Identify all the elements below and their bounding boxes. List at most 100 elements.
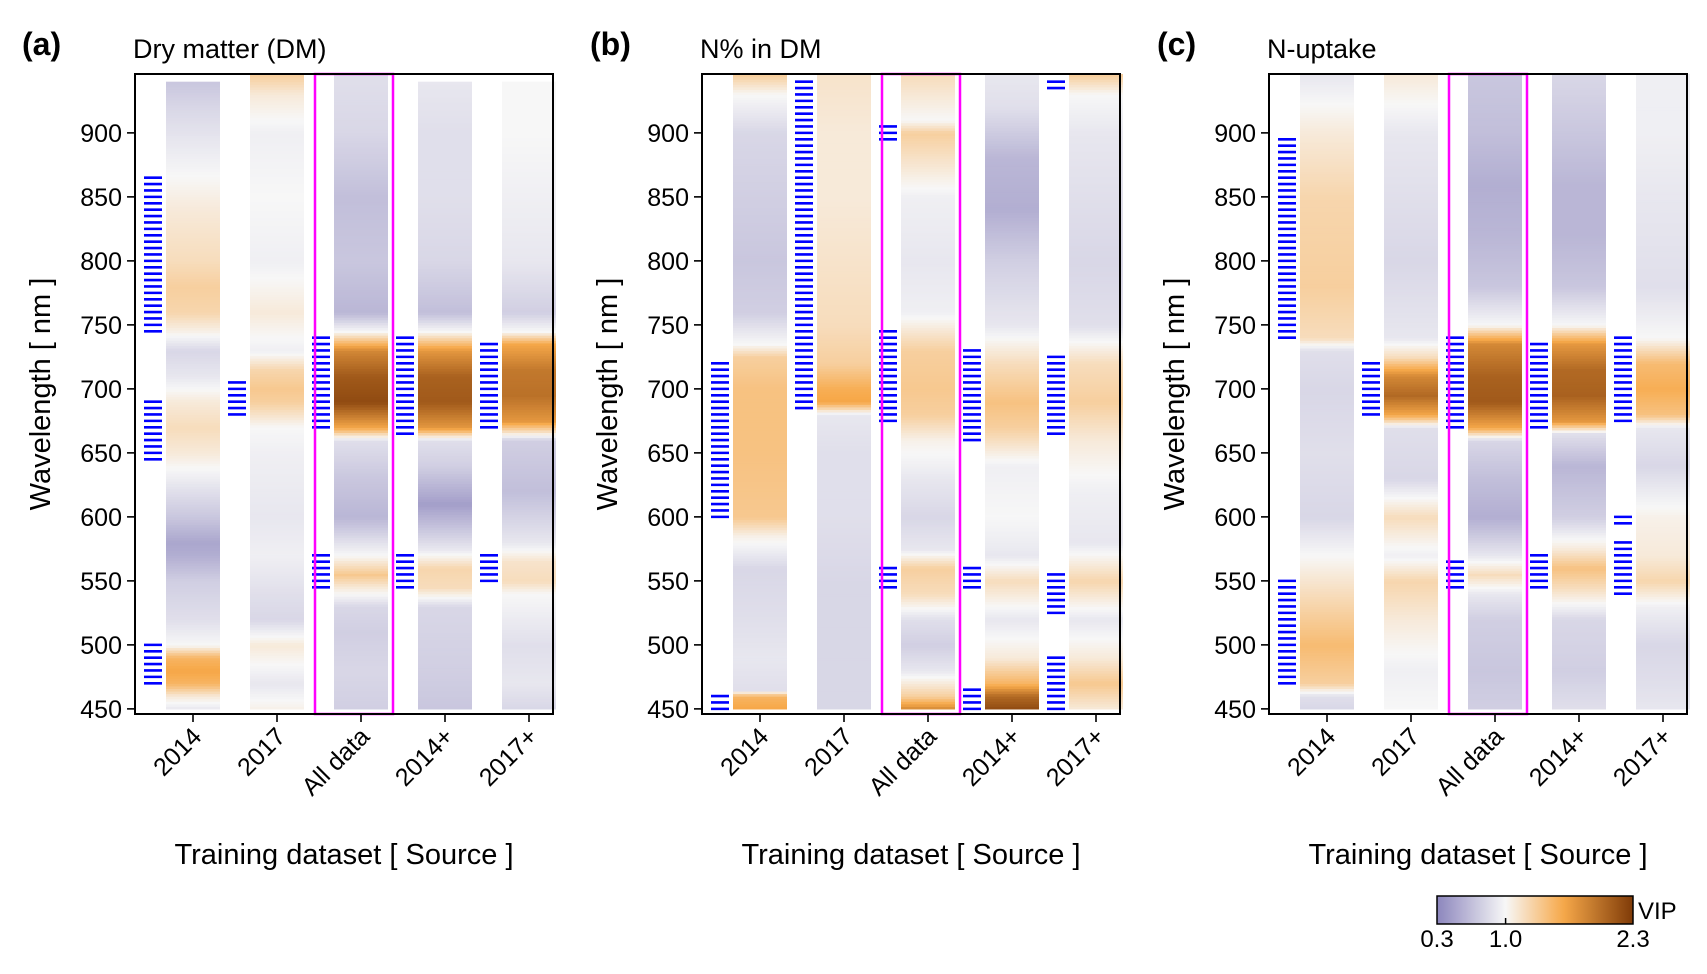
heatmap-cell	[502, 386, 556, 390]
heatmap-cell	[1636, 194, 1690, 198]
heatmap-cell	[1300, 350, 1354, 354]
heatmap-cell	[502, 473, 556, 477]
heatmap-cell	[1300, 547, 1354, 551]
heatmap-cell	[1069, 168, 1123, 172]
heatmap-cell	[166, 547, 220, 551]
heatmap-cell	[733, 578, 787, 582]
heatmap-cell	[733, 598, 787, 602]
heatmap-cell	[334, 202, 388, 206]
heatmap-cell	[334, 107, 388, 111]
heatmap-cell	[1552, 138, 1606, 142]
heatmap-cell	[1300, 667, 1354, 672]
heatmap-cell	[166, 562, 220, 567]
heatmap-cell	[1384, 414, 1438, 418]
heatmap-cell	[502, 242, 556, 247]
heatmap-cell	[1636, 317, 1690, 321]
heatmap-cell	[250, 178, 304, 183]
heatmap-cell	[1552, 593, 1606, 597]
heatmap-cell	[502, 458, 556, 462]
heatmap-cell	[901, 306, 955, 311]
heatmap-cell	[1069, 406, 1123, 410]
heatmap-cell	[250, 657, 304, 661]
heatmap-cell	[985, 690, 1039, 695]
heatmap-cell	[1636, 286, 1690, 290]
heatmap-cell	[901, 184, 955, 188]
heatmap-cell	[418, 388, 472, 393]
heatmap-cell	[733, 580, 787, 585]
heatmap-cell	[166, 598, 220, 602]
heatmap-cell	[1384, 514, 1438, 518]
heatmap-cell	[1069, 573, 1123, 577]
heatmap-cell	[166, 132, 220, 137]
heatmap-cell	[250, 542, 304, 546]
heatmap-cell	[1468, 207, 1522, 211]
heatmap-cell	[250, 399, 304, 403]
heatmap-cell	[1552, 99, 1606, 103]
heatmap-cell	[1069, 414, 1123, 418]
heatmap-cell	[502, 286, 556, 290]
heatmap-cell	[1636, 419, 1690, 423]
heatmap-cell	[1384, 621, 1438, 625]
heatmap-cell	[418, 470, 472, 474]
heatmap-cell	[250, 248, 304, 252]
heatmap-cell	[334, 404, 388, 408]
heatmap-cell	[250, 271, 304, 275]
heatmap-cell	[250, 81, 304, 85]
heatmap-cell	[1300, 596, 1354, 600]
heatmap-cell	[250, 258, 304, 262]
heatmap-cell	[1069, 376, 1123, 380]
heatmap-cell	[1636, 171, 1690, 175]
heatmap-cell	[166, 355, 220, 359]
heatmap-cell	[817, 568, 871, 572]
heatmap-cell	[418, 652, 472, 656]
heatmap-cell	[250, 135, 304, 139]
heatmap-cell	[985, 529, 1039, 533]
heatmap-cell	[334, 237, 388, 241]
heatmap-cell	[418, 132, 472, 137]
heatmap-cell	[166, 91, 220, 96]
heatmap-cell	[1069, 125, 1123, 129]
heatmap-cell	[985, 322, 1039, 326]
heatmap-cell	[418, 178, 472, 183]
heatmap-cell	[1384, 347, 1438, 352]
heatmap-cell	[1552, 662, 1606, 666]
heatmap-cell	[1069, 97, 1123, 101]
heatmap-cell	[901, 199, 955, 203]
heatmap-cell	[1069, 662, 1123, 666]
heatmap-cell	[166, 309, 220, 313]
heatmap-cell	[1468, 568, 1522, 572]
heatmap-cell	[1300, 424, 1354, 428]
heatmap-cell	[1552, 422, 1606, 426]
heatmap-cell	[985, 181, 1039, 185]
heatmap-cell	[1468, 514, 1522, 518]
heatmap-cell	[418, 514, 472, 518]
heatmap-cell	[1069, 463, 1123, 467]
heatmap-cell	[250, 301, 304, 305]
y-tick-label: 850	[647, 184, 689, 212]
heatmap-cell	[1384, 670, 1438, 674]
heatmap-cell	[418, 353, 472, 357]
heatmap-cell	[1384, 278, 1438, 282]
heatmap-cell	[418, 263, 472, 267]
heatmap-cell	[901, 434, 955, 439]
heatmap-cell	[1300, 529, 1354, 533]
heatmap-cell	[985, 289, 1039, 293]
heatmap-cell	[817, 161, 871, 165]
x-tick-label: All data	[1430, 722, 1509, 801]
heatmap-cell	[166, 529, 220, 533]
y-tick-label: 750	[1214, 312, 1256, 340]
heatmap-cell	[1300, 644, 1354, 649]
heatmap-cell	[1300, 248, 1354, 252]
heatmap-cell	[733, 94, 787, 98]
heatmap-cell	[901, 473, 955, 477]
heatmap-cell	[1384, 506, 1438, 510]
heatmap-cell	[250, 414, 304, 418]
heatmap-cell	[1069, 89, 1123, 93]
heatmap-cell	[1069, 557, 1123, 561]
heatmap-cell	[502, 194, 556, 198]
heatmap-cell	[817, 114, 871, 119]
heatmap-cell	[733, 488, 787, 492]
heatmap-cell	[418, 603, 472, 608]
heatmap-cell	[502, 217, 556, 221]
heatmap-cell	[1636, 701, 1690, 705]
